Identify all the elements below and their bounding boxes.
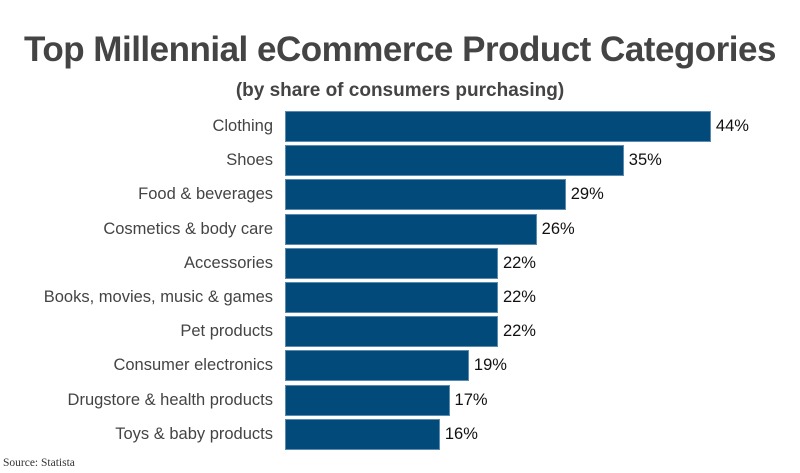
bar-row: Drugstore & health products 17% — [0, 384, 800, 416]
bar — [285, 247, 498, 279]
value-label: 16% — [444, 424, 478, 443]
category-label: Food & beverages — [138, 185, 273, 204]
bar-row: Pet products 22% — [0, 316, 800, 348]
category-label: Clothing — [212, 117, 273, 135]
bar-row: Food & beverages 29% — [0, 179, 800, 211]
value-label: 35% — [628, 151, 662, 170]
bar — [285, 350, 469, 382]
value-label: 19% — [473, 356, 507, 375]
bar — [285, 384, 450, 416]
bar-row: Toys & baby products 16% — [0, 418, 800, 450]
category-label: Cosmetics & body care — [103, 219, 273, 238]
bar-row: Books, movies, music & games 22% — [0, 282, 800, 313]
value-label: 22% — [502, 253, 536, 272]
category-label: Books, movies, music & games — [43, 288, 273, 306]
bar — [285, 213, 537, 245]
category-label: Drugstore & health products — [67, 390, 273, 409]
bar — [285, 145, 624, 177]
category-label: Consumer electronics — [113, 356, 273, 375]
value-label: 17% — [454, 390, 488, 409]
chart-title: Top Millennial eCommerce Product Categor… — [24, 30, 776, 69]
bar — [285, 282, 498, 313]
category-label: Shoes — [226, 151, 273, 170]
bar — [285, 179, 566, 211]
bar-row: Shoes 35% — [0, 145, 800, 177]
source-note: Source: Statista — [3, 457, 75, 469]
category-label: Pet products — [180, 322, 273, 341]
category-label: Toys & baby products — [115, 424, 273, 443]
value-label: 22% — [502, 288, 536, 306]
bar-row: Cosmetics & body care 26% — [0, 213, 800, 245]
chart-subtitle: (by share of consumers purchasing) — [235, 80, 565, 101]
bar — [285, 316, 498, 348]
bar-row: Accessories 22% — [0, 247, 800, 279]
value-label: 26% — [541, 219, 575, 238]
bar-row: Consumer electronics 19% — [0, 350, 800, 382]
category-label: Accessories — [184, 253, 273, 272]
bar — [285, 418, 440, 450]
value-label: 29% — [570, 185, 604, 204]
value-label: 22% — [502, 322, 536, 341]
value-label: 44% — [715, 117, 749, 135]
bar — [285, 111, 711, 142]
bar-row: Clothing 44% — [0, 111, 800, 142]
